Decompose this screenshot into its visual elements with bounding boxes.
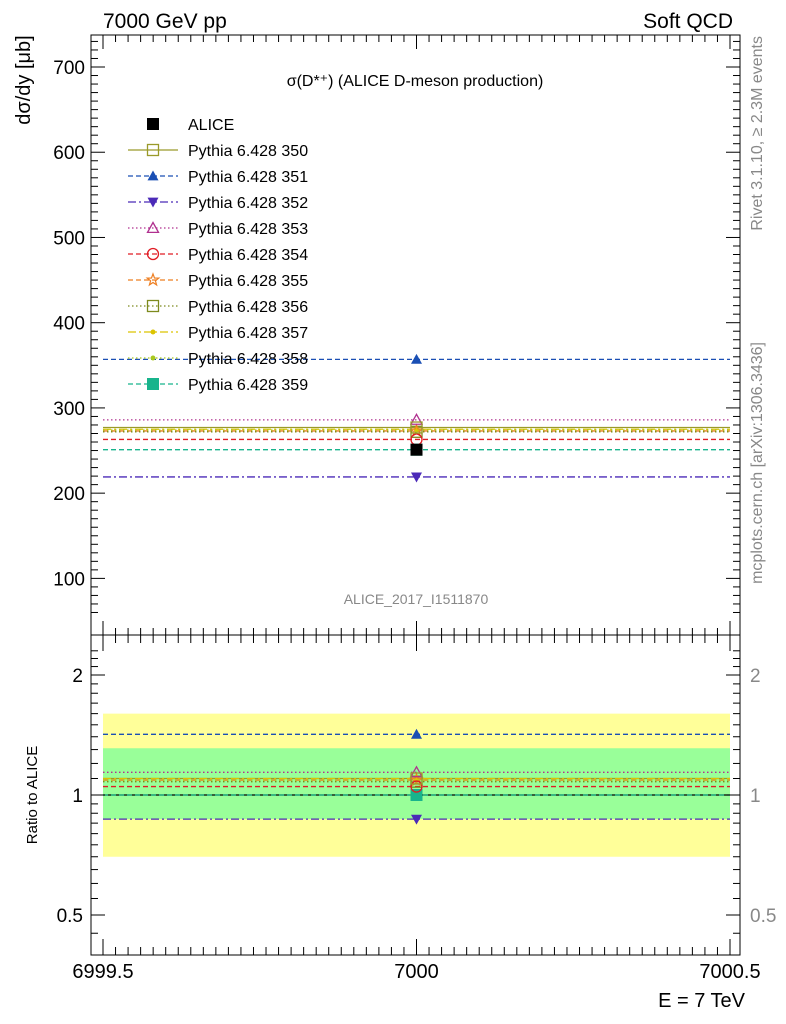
ratio-marker-5 <box>408 772 425 787</box>
main-title: σ(D*⁺) (ALICE D-meson production) <box>287 73 544 90</box>
legend-marker-4 <box>146 221 160 234</box>
header-left: 7000 GeV pp <box>103 10 227 33</box>
legend-marker-0 <box>147 118 159 130</box>
legend-label-0: ALICE <box>188 117 234 134</box>
legend: ALICE Pythia 6.428 350 Pythia 6.428 351 Pyt… <box>128 117 308 394</box>
legend-label-1: Pythia 6.428 350 <box>188 143 308 160</box>
xtick-label: 6999.5 <box>72 961 133 983</box>
ratio-marker-0 <box>410 772 423 785</box>
legend-label-7: Pythia 6.428 356 <box>188 299 308 316</box>
ratio-marker-4 <box>410 780 423 793</box>
rivet-note: Rivet 3.1.10, ≥ 2.3M events <box>749 36 766 231</box>
ratio-marker-1 <box>411 728 422 739</box>
ratio-y-axis: 0.5 0.5 1 1 2 2 <box>57 650 776 934</box>
header-right: Soft QCD <box>643 10 733 33</box>
main-marker-3 <box>411 472 422 483</box>
ratio-ytick-label-right: 2 <box>750 666 761 687</box>
ratio-marker-9 <box>410 789 423 801</box>
legend-label-5: Pythia 6.428 354 <box>188 247 308 264</box>
legend-label-8: Pythia 6.428 357 <box>188 325 308 342</box>
legend-label-6: Pythia 6.428 355 <box>188 273 308 290</box>
legend-marker-8 <box>150 329 156 335</box>
main-ytick-label: 700 <box>53 58 85 79</box>
main-marker-2 <box>411 353 422 364</box>
ratio-ytick-label: 2 <box>72 666 83 687</box>
main-y-axis: 100 200 300 400 500 600 700 <box>53 40 740 613</box>
main-marker-4 <box>409 413 424 425</box>
ratio-marker-2 <box>411 814 422 825</box>
mcplots-note: mcplots.cern.ch [arXiv:1306.3436] <box>749 342 766 584</box>
ratio-ytick-label: 0.5 <box>57 906 83 927</box>
ratio-ytick-label-right: 1 <box>750 786 761 807</box>
xtick-label: 7000 <box>394 961 439 983</box>
legend-marker-1 <box>146 143 160 157</box>
ratio-ytick-label-right: 0.5 <box>750 906 776 927</box>
main-ytick-label: 400 <box>53 314 85 335</box>
xtick-label: 7000.5 <box>699 961 760 983</box>
legend-marker-7 <box>146 299 160 313</box>
legend-label-4: Pythia 6.428 353 <box>188 221 308 238</box>
legend-label-9: Pythia 6.428 358 <box>188 351 308 368</box>
main-marker-0 <box>410 443 423 456</box>
legend-marker-6 <box>145 272 161 287</box>
main-series-markers <box>409 353 424 483</box>
main-ytick-label: 200 <box>53 484 85 505</box>
ratio-y-label: Ratio to ALICE <box>24 746 41 844</box>
main-x-ticks <box>102 35 731 635</box>
main-ytick-label: 100 <box>53 569 85 590</box>
legend-label-3: Pythia 6.428 352 <box>188 195 308 212</box>
ratio-panel: 0.5 0.5 1 1 2 2 6999.5 7000 7000.5 Ratio to ALI… <box>24 634 776 1012</box>
ratio-ytick-label: 1 <box>72 786 83 807</box>
legend-label-10: Pythia 6.428 359 <box>188 377 308 394</box>
ratio-series-markers <box>408 728 425 825</box>
main-ytick-label: 300 <box>53 399 85 420</box>
main-ytick-label: 500 <box>53 228 85 249</box>
legend-marker-3 <box>147 197 159 208</box>
x-axis-label: E = 7 TeV <box>658 990 746 1012</box>
main-marker-1 <box>410 421 423 434</box>
legend-marker-2 <box>147 170 159 181</box>
analysis-watermark: ALICE_2017_I1511870 <box>344 591 489 607</box>
main-y-label: dσ/dy [μb] <box>13 35 35 124</box>
legend-marker-5 <box>146 247 160 261</box>
legend-marker-10 <box>147 378 159 390</box>
main-ytick-label: 600 <box>53 143 85 164</box>
ratio-marker-3 <box>409 765 424 778</box>
main-panel: 100 200 300 400 500 600 700 σ(D*⁺) (ALICE D-me… <box>13 34 741 636</box>
ratio-x-axis: 6999.5 7000 7000.5 <box>72 635 761 983</box>
legend-marker-9 <box>150 355 156 361</box>
legend-label-2: Pythia 6.428 351 <box>188 169 308 186</box>
